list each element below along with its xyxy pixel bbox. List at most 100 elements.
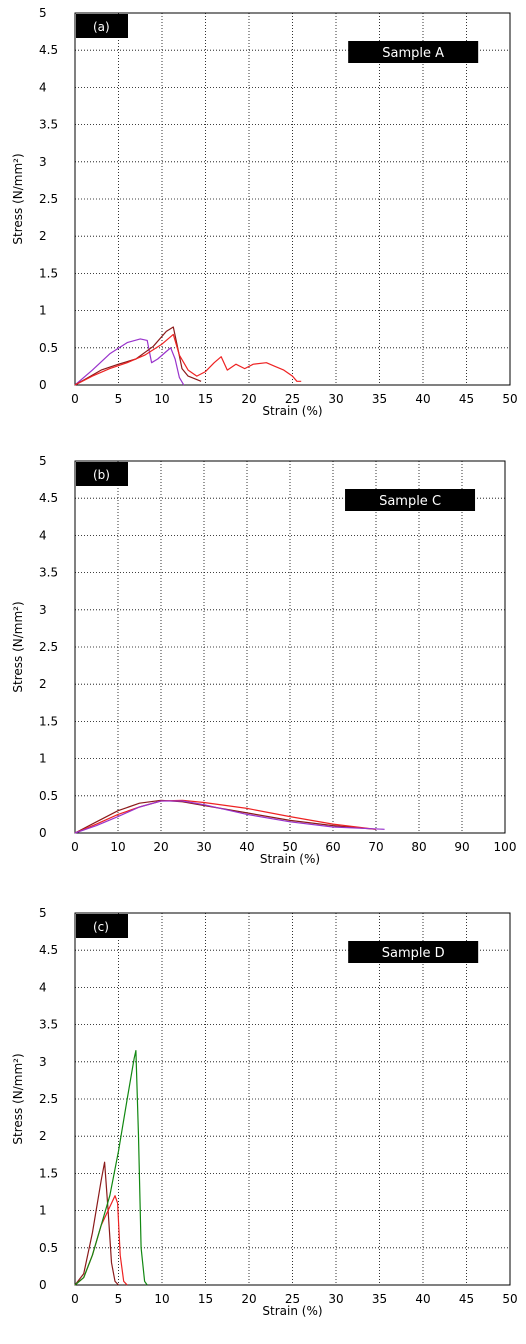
plot-frame <box>74 460 506 834</box>
y-tick-label: 0.5 <box>39 1241 58 1255</box>
x-tick-label: 5 <box>115 1292 123 1306</box>
x-tick-label: 15 <box>198 1292 213 1306</box>
x-tick-label: 40 <box>239 840 254 854</box>
x-tick-label: 5 <box>115 392 123 406</box>
x-tick-label: 80 <box>411 840 426 854</box>
y-tick-label: 4 <box>39 980 47 994</box>
y-tick-label: 3.5 <box>39 1018 58 1032</box>
x-tick-label: 100 <box>494 840 517 854</box>
y-tick-label: 1 <box>39 304 47 318</box>
panel-label-box <box>76 914 128 938</box>
x-tick-label: 50 <box>502 1292 517 1306</box>
x-tick-label: 35 <box>372 1292 387 1306</box>
x-tick-label: 20 <box>241 1292 256 1306</box>
series-line <box>74 1049 148 1286</box>
sample-label: Sample A <box>382 46 444 61</box>
x-tick-label: 25 <box>285 1292 300 1306</box>
series-line <box>74 333 302 386</box>
x-tick-label: 30 <box>328 392 343 406</box>
y-tick-label: 4.5 <box>39 491 58 505</box>
panel-label: (a) <box>93 20 110 34</box>
series-line <box>74 799 377 834</box>
x-tick-label: 50 <box>502 392 517 406</box>
series-line <box>74 799 377 834</box>
x-tick-label: 35 <box>372 392 387 406</box>
y-tick-label: 2.5 <box>39 640 58 654</box>
panel-label: (c) <box>93 920 109 934</box>
x-tick-label: 15 <box>198 392 213 406</box>
x-tick-label: 20 <box>241 392 256 406</box>
sample-label: Sample D <box>382 946 445 961</box>
chart-panel-c: 0 5 10 15 20 25 30 35 40 45 50 0 0.5 1 1.5 2 2.5 3 3.5 4 4.5… <box>11 906 518 1318</box>
x-tick-label: 40 <box>415 392 430 406</box>
x-tick-label: 10 <box>154 1292 169 1306</box>
series-line <box>74 1195 128 1286</box>
sample-label: Sample C <box>379 494 441 509</box>
x-tick-label: 90 <box>454 840 469 854</box>
y-axis-label: Stress (N/mm²) <box>11 1053 25 1144</box>
y-tick-label: 2 <box>39 677 47 691</box>
y-tick-label: 1.5 <box>39 714 58 728</box>
chart-panel-a: 0 5 10 15 20 25 30 35 40 45 50 0 0.5 1 1.5 2 2.5 3 3.5 4 4.5… <box>11 6 518 418</box>
y-tick-label: 1 <box>39 1204 47 1218</box>
y-tick-label: 3 <box>39 1055 47 1069</box>
x-tick-label: 30 <box>328 1292 343 1306</box>
x-tick-label: 0 <box>71 392 79 406</box>
y-tick-label: 3 <box>39 603 47 617</box>
sample-label-box <box>348 941 479 963</box>
y-tick-label: 5 <box>39 6 47 20</box>
x-tick-label: 20 <box>153 840 168 854</box>
y-tick-label: 0 <box>39 1278 47 1292</box>
series-line <box>74 326 202 386</box>
y-tick-label: 3 <box>39 155 47 169</box>
y-tick-label: 4.5 <box>39 43 58 57</box>
panel-label: (b) <box>93 468 110 482</box>
x-tick-label: 10 <box>110 840 125 854</box>
y-tick-label: 0.5 <box>39 789 58 803</box>
y-tick-label: 1.5 <box>39 1166 58 1180</box>
series-line <box>74 338 185 386</box>
y-axis-label: Stress (N/mm²) <box>11 601 25 692</box>
chart-panel-b: 0 10 20 30 40 50 60 70 80 90 100 0 0.5 1 1.5 2 2.5 3 3.5 4 4… <box>11 454 516 866</box>
x-tick-label: 25 <box>285 392 300 406</box>
sample-label-box <box>348 41 479 63</box>
y-tick-label: 3.5 <box>39 118 58 132</box>
x-tick-label: 60 <box>325 840 340 854</box>
y-tick-label: 4 <box>39 528 47 542</box>
y-tick-label: 1.5 <box>39 266 58 280</box>
x-tick-label: 0 <box>71 840 79 854</box>
y-tick-label: 4.5 <box>39 943 58 957</box>
y-tick-label: 0 <box>39 826 47 840</box>
panel-label-box <box>76 14 128 38</box>
x-tick-label: 45 <box>459 392 474 406</box>
panel-label-box <box>76 462 128 486</box>
y-tick-label: 2.5 <box>39 1092 58 1106</box>
x-tick-label: 30 <box>196 840 211 854</box>
x-tick-label: 0 <box>71 1292 79 1306</box>
x-tick-label: 70 <box>368 840 383 854</box>
x-axis-label: Strain (%) <box>260 852 320 866</box>
plot-frame <box>74 12 511 386</box>
y-tick-label: 0.5 <box>39 341 58 355</box>
y-tick-label: 3.5 <box>39 566 58 580</box>
sample-label-box <box>345 489 476 511</box>
x-tick-label: 10 <box>154 392 169 406</box>
x-axis-label: Strain (%) <box>262 1304 322 1318</box>
y-tick-label: 2 <box>39 229 47 243</box>
y-axis-label: Stress (N/mm²) <box>11 153 25 244</box>
y-tick-label: 0 <box>39 378 47 392</box>
x-tick-label: 50 <box>282 840 297 854</box>
plot-frame <box>74 912 511 1286</box>
x-tick-label: 45 <box>459 1292 474 1306</box>
y-tick-label: 5 <box>39 454 47 468</box>
y-tick-label: 5 <box>39 906 47 920</box>
x-axis-label: Strain (%) <box>262 404 322 418</box>
series-line <box>74 1161 119 1286</box>
y-tick-label: 4 <box>39 80 47 94</box>
y-tick-label: 2.5 <box>39 192 58 206</box>
x-tick-label: 40 <box>415 1292 430 1306</box>
y-tick-label: 2 <box>39 1129 47 1143</box>
y-tick-label: 1 <box>39 752 47 766</box>
series-line <box>74 800 385 834</box>
